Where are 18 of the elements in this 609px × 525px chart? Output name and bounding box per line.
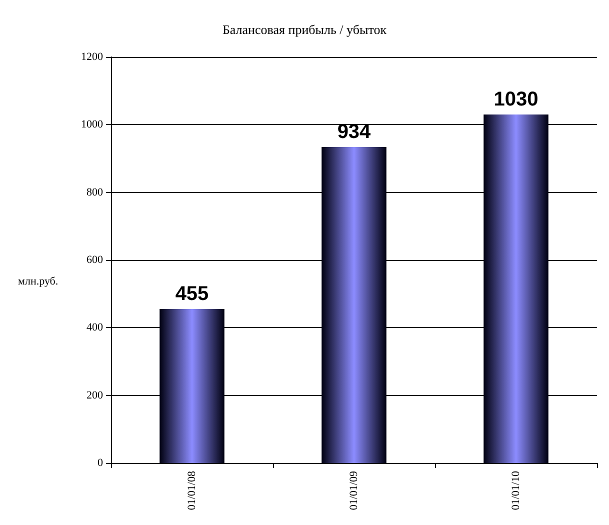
y-tick-label: 800 bbox=[86, 186, 104, 198]
y-tick-label: 1200 bbox=[81, 51, 104, 63]
bar bbox=[484, 114, 548, 463]
y-tick-label: 1000 bbox=[81, 118, 104, 131]
bar bbox=[322, 146, 386, 463]
chart-title: Балансовая прибыль / убыток bbox=[222, 22, 388, 37]
x-tick-label: 01/01/08 bbox=[186, 470, 198, 510]
y-axis-title: млн.руб. bbox=[18, 276, 58, 288]
x-tick-label: 01/01/10 bbox=[510, 470, 522, 510]
data-label: 934 bbox=[337, 120, 372, 143]
x-tick-label: 01/01/09 bbox=[348, 470, 360, 510]
bar bbox=[160, 309, 224, 463]
data-label: 1030 bbox=[494, 88, 538, 111]
data-label: 455 bbox=[175, 283, 209, 306]
y-tick-label: 0 bbox=[98, 457, 104, 469]
y-tick-label: 600 bbox=[86, 254, 104, 266]
y-tick-label: 400 bbox=[86, 322, 104, 334]
y-tick-label: 200 bbox=[86, 389, 104, 402]
